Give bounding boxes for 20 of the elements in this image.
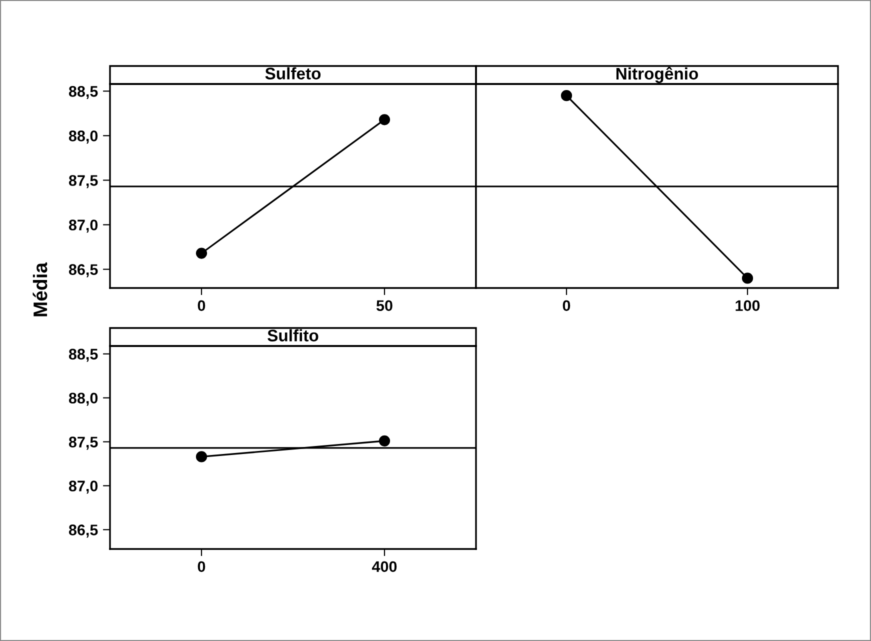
x-tick-label: 100: [736, 300, 760, 312]
x-tick-label: 50: [376, 300, 392, 312]
x-tick-label: 0: [198, 561, 206, 572]
y-tick-label: 88,5: [68, 86, 98, 100]
x-tick-label: 0: [198, 300, 206, 312]
y-tick-label: 87,5: [68, 175, 98, 188]
y-tick-label: 88,0: [68, 130, 98, 144]
y-tick-label: 88,5: [68, 348, 98, 362]
chart-title: Sulfito: [268, 329, 318, 342]
y-axis-title: Média: [32, 262, 48, 316]
chart-title: Nitrogênio: [616, 67, 698, 83]
y-tick-label: 86,5: [68, 264, 98, 278]
y-tick-label: 87,0: [68, 220, 98, 233]
chart-title: Sulfeto: [265, 67, 321, 80]
x-tick-label: 0: [562, 300, 570, 312]
y-tick-label: 88,0: [68, 392, 98, 406]
y-tick-label: 86,5: [68, 524, 98, 538]
y-tick-label: 87,0: [68, 480, 98, 494]
x-tick-label: 400: [372, 561, 397, 572]
y-tick-label: 87,5: [68, 436, 98, 450]
